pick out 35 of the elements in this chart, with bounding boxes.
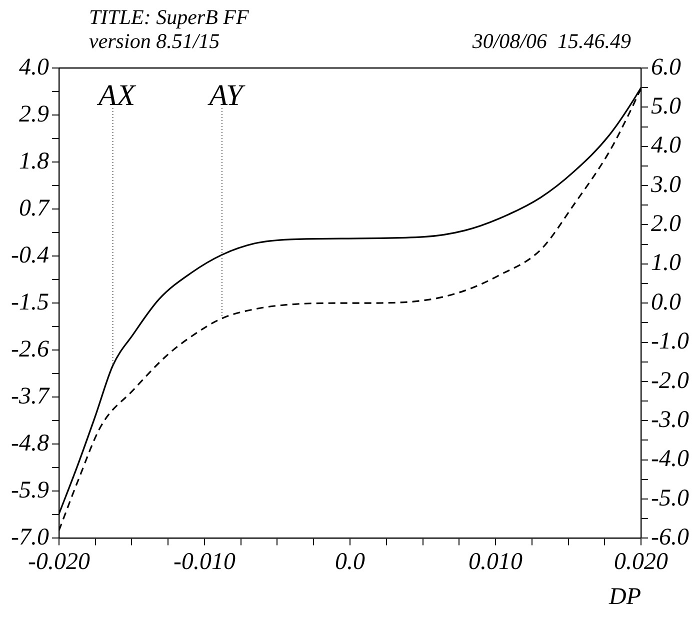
y2-tick-label: -1.0 bbox=[651, 328, 690, 355]
y-tick-label: 2.9 bbox=[18, 101, 49, 128]
y2-tick-label: 2.0 bbox=[651, 211, 682, 238]
y2-tick-label: -4.0 bbox=[651, 446, 690, 472]
y2-tick-label: 4.0 bbox=[651, 132, 682, 159]
y-tick-label: -1.5 bbox=[10, 289, 49, 316]
y2-tick-label: 6.0 bbox=[651, 54, 682, 80]
x-tick-label: 0.010 bbox=[468, 548, 523, 575]
x-tick-label: 0.020 bbox=[614, 548, 668, 575]
y2-tick-label: -3.0 bbox=[651, 406, 690, 433]
y2-tick-label: 3.0 bbox=[650, 172, 682, 198]
annotation: AX bbox=[96, 79, 137, 112]
y2-tick-label: 1.0 bbox=[651, 250, 682, 276]
x-axis-title: DP bbox=[608, 584, 642, 610]
y-tick-label: 4.0 bbox=[18, 54, 49, 80]
y-tick-label: -2.6 bbox=[10, 336, 49, 362]
y-tick-label: -4.8 bbox=[10, 430, 49, 456]
y-tick-label: -5.9 bbox=[10, 477, 49, 504]
y-tick-label: -3.7 bbox=[10, 383, 50, 410]
y-tick-label: -7.0 bbox=[10, 524, 49, 551]
y-tick-label: -0.4 bbox=[10, 242, 49, 268]
y2-tick-label: -6.0 bbox=[651, 524, 690, 551]
y2-tick-label: -2.0 bbox=[651, 368, 690, 394]
y2-tick-label: 0.0 bbox=[651, 289, 682, 316]
x-tick-label: 0.0 bbox=[335, 548, 365, 575]
y-tick-label: 0.7 bbox=[18, 195, 50, 222]
text: 30/08/06 15.46.49 bbox=[471, 29, 632, 53]
y2-tick-label: 5.0 bbox=[651, 93, 682, 120]
y2-tick-label: -5.0 bbox=[651, 485, 690, 512]
x-tick-label: -0.020 bbox=[28, 548, 90, 575]
x-tick-label: -0.010 bbox=[173, 548, 236, 575]
annotation: AY bbox=[207, 79, 246, 112]
chart-title: TITLE: SuperB FF bbox=[88, 5, 249, 29]
chart-subtitle: version 8.51/15 bbox=[88, 29, 220, 53]
y-tick-label: 1.8 bbox=[18, 148, 49, 174]
